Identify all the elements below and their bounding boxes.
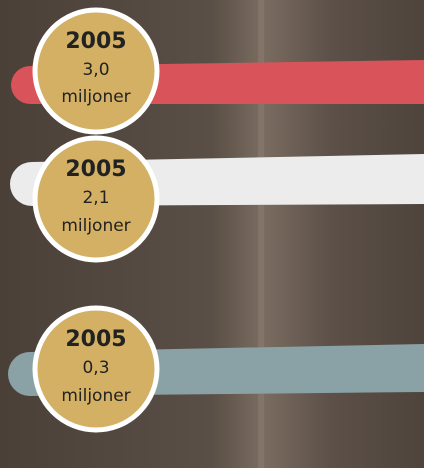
badge: 2005 3,0 miljoner bbox=[35, 10, 157, 132]
value: 0,3 bbox=[82, 358, 109, 378]
value: 3,0 bbox=[82, 60, 109, 80]
unit: miljoner bbox=[61, 216, 130, 236]
value: 2,1 bbox=[82, 188, 109, 208]
year: 2005 bbox=[65, 157, 126, 182]
page: {"items": [ {"year": "2005", "value": "3… bbox=[0, 0, 424, 468]
unit: miljoner bbox=[61, 386, 130, 406]
badge: 2005 0,3 miljoner bbox=[35, 308, 157, 430]
year: 2005 bbox=[65, 327, 126, 352]
unit: miljoner bbox=[61, 87, 130, 107]
year: 2005 bbox=[65, 29, 126, 54]
infographic: 2005 3,0 miljoner 2005 2,1 miljoner 2005… bbox=[0, 0, 424, 468]
badge: 2005 2,1 miljoner bbox=[35, 138, 157, 260]
